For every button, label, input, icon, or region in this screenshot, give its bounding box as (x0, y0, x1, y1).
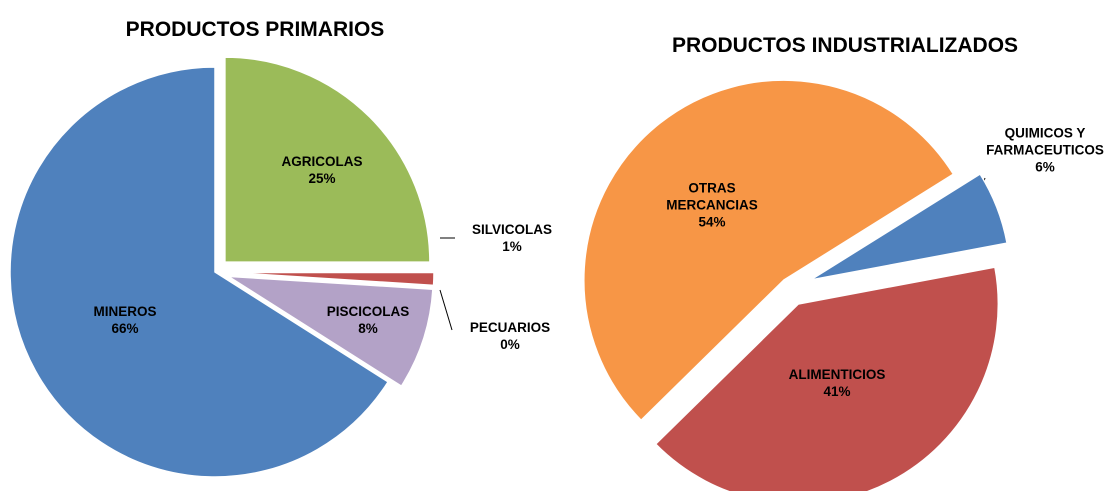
value-label: 8% (358, 321, 378, 336)
value-label: 25% (308, 171, 336, 186)
data-label: QUIMICOS Y FARMACEUTICOS 6% (983, 125, 1108, 176)
category-label: PECUARIOS (469, 320, 551, 335)
value-label: 41% (823, 384, 851, 399)
data-label: PISCICOLAS 8% (308, 303, 428, 337)
value-label: 66% (111, 321, 139, 336)
data-label: ALIMENTICIOS 41% (777, 366, 897, 400)
data-label: OTRAS MERCANCIAS 54% (657, 180, 767, 231)
category-label: QUIMICOS Y FARMACEUTICOS (986, 125, 1104, 158)
data-label: MINEROS 66% (65, 303, 185, 337)
category-label: ALIMENTICIOS (788, 367, 886, 382)
data-label: PECUARIOS 0% (450, 319, 570, 353)
category-label: SILVICOLAS (471, 222, 552, 237)
category-label: PISCICOLAS (326, 304, 410, 319)
value-label: 0% (500, 337, 520, 352)
pie-slice (9, 66, 390, 478)
value-label: 1% (502, 239, 522, 254)
value-label: 6% (1035, 159, 1055, 175)
category-label: MINEROS (93, 304, 157, 319)
pie-slice (227, 275, 434, 388)
pie-slice (654, 266, 1000, 491)
leader-line (439, 289, 453, 331)
category-label: AGRICOLAS (281, 154, 363, 169)
data-label: SILVICOLAS 1% (452, 221, 572, 255)
chart-title: PRODUCTOS INDUSTRIALIZADOS (672, 34, 1018, 57)
pie-slice (583, 79, 955, 422)
category-label: OTRAS MERCANCIAS (666, 180, 758, 213)
chart-title: PRODUCTOS PRIMARIOS (126, 18, 385, 41)
pie-slice (810, 172, 1008, 281)
pie-slice (224, 56, 431, 263)
value-label: 54% (698, 214, 726, 230)
data-label: AGRICOLAS 25% (252, 153, 392, 187)
